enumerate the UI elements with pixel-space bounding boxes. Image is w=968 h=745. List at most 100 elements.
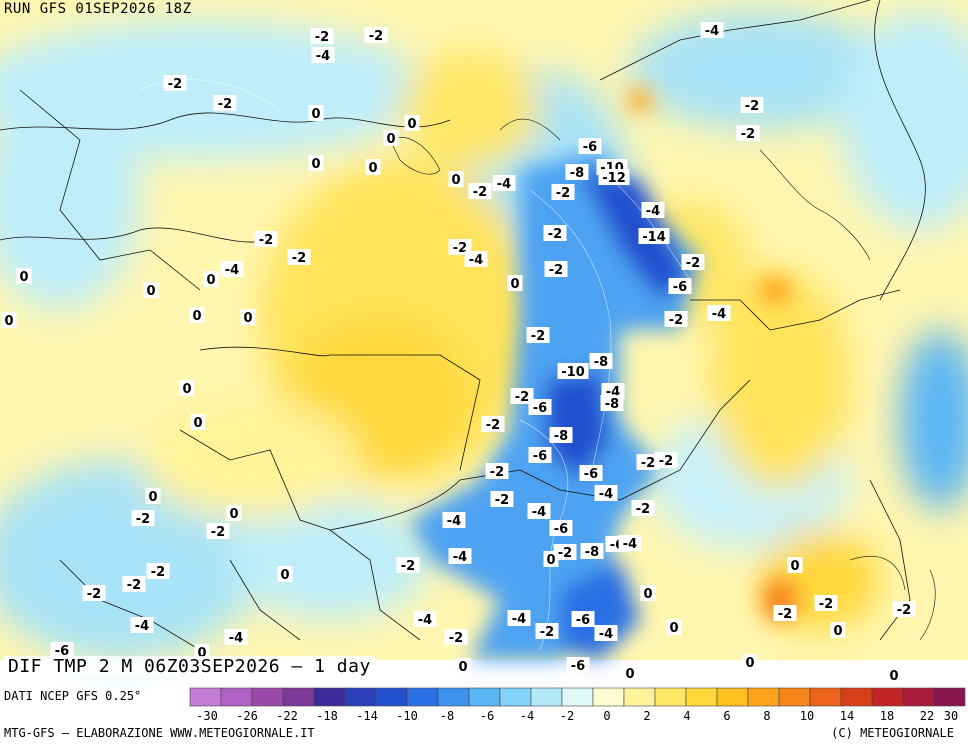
value-label: -4 — [594, 485, 618, 502]
value-label-text: 0 — [889, 669, 898, 684]
value-label-bg — [485, 463, 509, 479]
value-label-text: 0 — [386, 132, 395, 147]
value-label: -4 — [507, 610, 531, 627]
value-label-bg — [413, 611, 437, 627]
value-label-bg — [213, 95, 237, 111]
value-label: -4 — [448, 548, 472, 565]
value-label-text: -4 — [447, 514, 461, 529]
value-label-text: -2 — [486, 418, 500, 433]
value-label-text: -2 — [87, 587, 101, 602]
value-label-bg — [589, 353, 613, 369]
value-label-bg — [146, 563, 170, 579]
legend-swatch — [685, 687, 718, 707]
value-label-bg — [82, 585, 106, 601]
value-label-text: -4 — [599, 487, 613, 502]
legend-tick-label: -18 — [316, 709, 338, 723]
value-label-text: 0 — [625, 667, 634, 682]
legend-tick-label: 4 — [683, 709, 690, 723]
value-label: -6 — [579, 465, 603, 482]
value-label-text: 0 — [192, 309, 201, 324]
value-label-bg — [206, 523, 230, 539]
value-label: 0 — [640, 585, 656, 602]
value-label: -2 — [206, 523, 230, 540]
value-label: -4 — [413, 611, 437, 628]
value-label-text: -2 — [659, 454, 673, 469]
value-label-bg — [455, 658, 471, 674]
legend-swatch — [499, 687, 532, 707]
value-label-bg — [638, 228, 670, 244]
legend-swatch — [871, 687, 904, 707]
value-label-text: -2 — [540, 625, 554, 640]
value-label-bg — [535, 623, 559, 639]
value-label-bg — [448, 548, 472, 564]
legend-tick-label: -4 — [520, 709, 534, 723]
value-label: -2 — [553, 544, 577, 561]
legend-swatch — [344, 687, 377, 707]
value-label-text: 0 — [206, 273, 215, 288]
value-label: -4 — [618, 535, 642, 552]
value-label-bg — [308, 105, 324, 121]
value-label: 0 — [190, 414, 206, 431]
legend-tick-label: -6 — [480, 709, 494, 723]
value-label-text: 0 — [311, 107, 320, 122]
value-label: -6 — [668, 278, 692, 295]
value-label-text: -2 — [292, 251, 306, 266]
value-label-bg — [481, 416, 505, 432]
value-label-bg — [631, 500, 655, 516]
value-label: 0 — [277, 566, 293, 583]
value-label-text: -4 — [599, 627, 613, 642]
value-label-text: -2 — [168, 77, 182, 92]
value-label-bg — [226, 505, 242, 521]
value-label-bg — [549, 427, 573, 443]
legend-swatch — [468, 687, 501, 707]
value-label: -2 — [146, 563, 170, 580]
value-label: -8 — [580, 543, 604, 560]
value-label-bg — [553, 544, 577, 560]
legend-tick-label: -22 — [276, 709, 298, 723]
value-label-text: -4 — [712, 307, 726, 322]
value-label-text: -2 — [636, 502, 650, 517]
value-label-text: -2 — [641, 456, 655, 471]
value-label: -8 — [589, 353, 613, 370]
value-label: -2 — [736, 125, 760, 142]
value-label-bg — [143, 282, 159, 298]
value-label-bg — [365, 159, 381, 175]
value-label: -4 — [220, 261, 244, 278]
value-label-text: -4 — [225, 263, 239, 278]
value-label: -4 — [641, 202, 665, 219]
value-label-bg — [526, 327, 550, 343]
value-label-bg — [544, 261, 568, 277]
value-label-bg — [179, 380, 195, 396]
legend-swatch — [840, 687, 873, 707]
value-label: 0 — [448, 171, 464, 188]
legend-swatch — [654, 687, 687, 707]
value-label-text: -4 — [512, 612, 526, 627]
value-label-text: 0 — [510, 277, 519, 292]
value-label: -2 — [892, 601, 916, 618]
value-label-bg — [254, 231, 278, 247]
value-label-bg — [308, 155, 324, 171]
value-label-text: -2 — [558, 546, 572, 561]
value-label-text: -4 — [316, 49, 330, 64]
value-label: -4 — [700, 22, 724, 39]
legend-swatch — [561, 687, 594, 707]
value-label-text: -2 — [669, 313, 683, 328]
value-label-bg — [203, 271, 219, 287]
value-label-text: -6 — [583, 140, 597, 155]
value-label: 0 — [365, 159, 381, 176]
value-label: -4 — [224, 629, 248, 646]
value-label: -2 — [481, 416, 505, 433]
value-label: 0 — [455, 658, 471, 675]
value-label-text: -8 — [585, 545, 599, 560]
value-label-text: -2 — [549, 263, 563, 278]
value-label-bg — [311, 47, 335, 63]
value-label-text: -6 — [571, 659, 585, 674]
value-label-text: 0 — [311, 157, 320, 172]
value-label-bg — [277, 566, 293, 582]
value-label-bg — [364, 27, 388, 43]
value-label-bg — [666, 619, 682, 635]
value-label-bg — [654, 452, 678, 468]
value-label: -2 — [163, 75, 187, 92]
value-label-text: -2 — [473, 185, 487, 200]
value-label: 0 — [787, 557, 803, 574]
